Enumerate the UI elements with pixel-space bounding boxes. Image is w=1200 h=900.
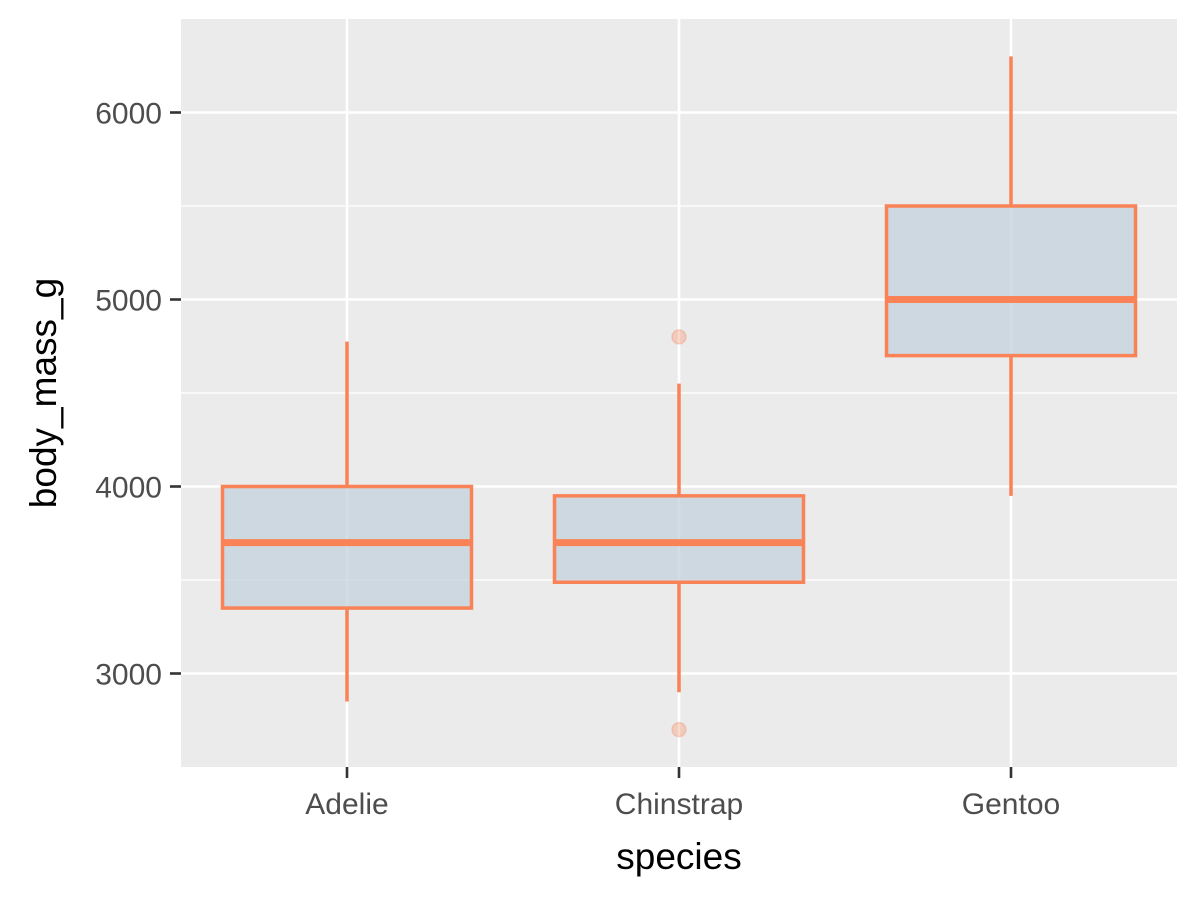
outlier-point xyxy=(671,721,687,738)
y-tick-label: 5000 xyxy=(95,285,162,318)
y-tick-label: 6000 xyxy=(95,98,162,131)
y-tick-label: 4000 xyxy=(95,472,162,505)
x-axis-title: species xyxy=(616,836,741,877)
box-gentoo xyxy=(884,56,1138,496)
box-iqr xyxy=(220,484,474,610)
x-tick-label: Adelie xyxy=(305,788,388,821)
x-axis: Adelie Chinstrap Gentoo xyxy=(305,767,1060,821)
x-tick-label: Gentoo xyxy=(962,788,1060,821)
y-tick-label: 3000 xyxy=(95,659,162,692)
box-chinstrap xyxy=(552,329,806,738)
y-axis: 3000 4000 5000 6000 xyxy=(95,98,181,692)
box-iqr xyxy=(552,494,806,584)
outlier-point xyxy=(671,329,687,345)
y-axis-title: body_mass_g xyxy=(23,278,64,508)
box-adelie xyxy=(220,341,474,702)
boxplot-series xyxy=(220,56,1138,738)
box-iqr xyxy=(884,204,1138,358)
x-tick-label: Chinstrap xyxy=(615,788,743,821)
